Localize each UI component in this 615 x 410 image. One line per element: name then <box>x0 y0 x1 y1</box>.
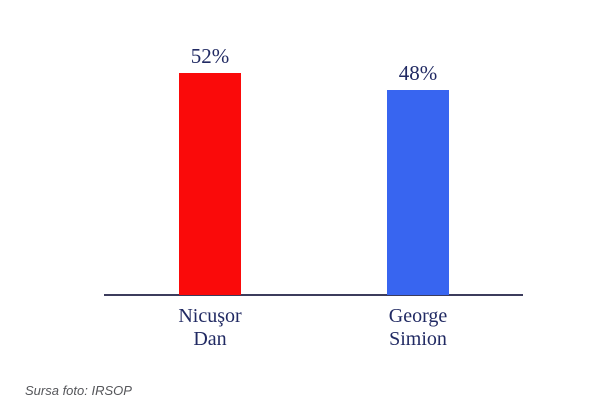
x-axis-line <box>104 294 523 296</box>
bar-george-simion <box>387 90 449 295</box>
value-label-nicusor-dan: 52% <box>190 44 230 68</box>
source-note: Sursa foto: IRSOP <box>25 383 132 398</box>
category-line: Simion <box>389 328 447 350</box>
bar-nicusor-dan <box>179 73 241 295</box>
category-line: Nicuşor <box>178 305 242 327</box>
category-line: Dan <box>193 328 227 350</box>
category-label-nicusor-dan: Nicuşor Dan <box>130 305 290 351</box>
value-label-george-simion: 48% <box>398 61 438 85</box>
category-label-george-simion: George Simion <box>338 305 498 351</box>
category-line: George <box>388 305 448 327</box>
